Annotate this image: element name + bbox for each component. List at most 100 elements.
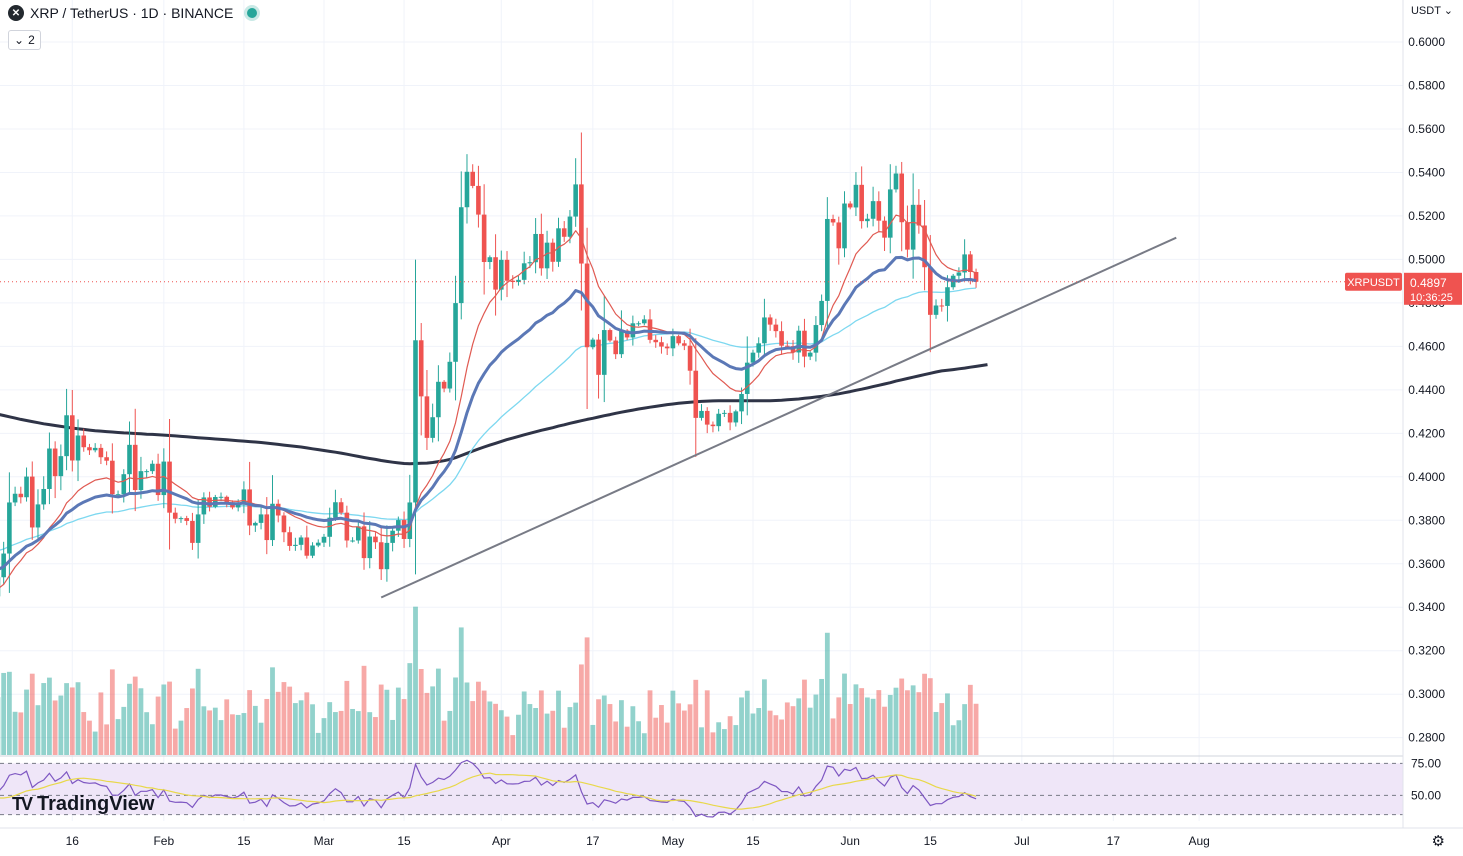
live-dot-icon	[247, 8, 258, 18]
volume-bar	[373, 717, 378, 755]
volume-bar	[64, 683, 69, 755]
volume-bar	[704, 690, 710, 755]
volume-bar	[590, 724, 596, 755]
volume-bar	[327, 702, 333, 755]
volume-bar	[893, 687, 899, 755]
volume-bar	[624, 726, 630, 755]
volume-bar	[636, 721, 641, 755]
candle-body	[802, 330, 807, 357]
candle-body	[161, 461, 167, 496]
candle-body	[441, 381, 447, 389]
candle-body	[190, 520, 195, 543]
candle-body	[504, 259, 510, 281]
candle-body	[613, 340, 618, 355]
volume-bar	[573, 702, 579, 755]
volume-bar	[619, 700, 624, 755]
volume-bar	[207, 710, 212, 755]
volume-bar	[424, 692, 430, 755]
candle-body	[830, 218, 836, 223]
candle-body	[264, 514, 270, 541]
volume-bar	[407, 663, 413, 755]
volume-bar	[601, 695, 607, 755]
volume-bar	[887, 694, 893, 755]
volume-bar	[630, 706, 636, 755]
volume-bar	[664, 722, 670, 755]
time-tick-label: 15	[746, 834, 760, 848]
candle-body	[727, 412, 733, 423]
volume-bar	[819, 678, 825, 755]
volume-bar	[275, 691, 281, 755]
volume-bar	[813, 694, 819, 755]
candle-body	[762, 317, 767, 344]
price-tick-label: 0.4600	[1408, 339, 1445, 353]
time-tick-label: 16	[66, 834, 80, 848]
candle-body	[819, 300, 824, 326]
volume-bar	[235, 714, 241, 755]
volume-bar	[733, 725, 739, 755]
rsi-tick-label: 75.00	[1411, 756, 1441, 770]
time-tick-label: 17	[586, 834, 600, 848]
volume-bar	[470, 701, 476, 755]
volume-bar	[830, 718, 836, 755]
candle-body	[899, 173, 904, 223]
volume-bar	[458, 627, 464, 755]
volume-bar	[504, 716, 510, 755]
volume-bar	[161, 684, 167, 755]
candle-body	[258, 514, 264, 523]
volume-bar	[521, 691, 527, 755]
volume-bar	[98, 692, 104, 755]
volume-bar	[190, 688, 195, 755]
tradingview-logo-icon: TV	[12, 794, 33, 814]
candle-body	[378, 542, 384, 570]
volume-bar	[338, 710, 344, 755]
volume-bar	[762, 679, 767, 755]
candle-body	[167, 461, 172, 513]
volume-bar	[670, 690, 676, 755]
brand-name: TradingView	[37, 793, 155, 815]
candle-body	[647, 319, 653, 340]
volume-bar	[584, 637, 590, 755]
candle-body	[224, 496, 230, 503]
candle-body	[710, 424, 716, 427]
volume-bar	[756, 708, 762, 755]
candle-body	[527, 262, 533, 264]
volume-bar	[699, 727, 704, 755]
candle-body	[722, 412, 727, 414]
candle-body	[561, 228, 567, 237]
volume-bar	[184, 708, 190, 755]
volume-bar	[144, 712, 150, 755]
candle-body	[321, 536, 327, 543]
candle-body	[567, 216, 573, 237]
candle-body	[716, 413, 721, 427]
price-tick-label: 0.4000	[1408, 470, 1445, 484]
volume-bar	[201, 706, 207, 755]
volume-bar	[87, 720, 92, 755]
volume-bar	[81, 712, 87, 755]
indicators-toggle-button[interactable]: ⌄ 2	[8, 30, 41, 50]
currency-selector[interactable]: USDT ⌄	[1411, 4, 1453, 17]
time-tick-label: 15	[924, 834, 938, 848]
volume-bar	[544, 713, 550, 755]
candle-body	[115, 494, 121, 496]
tradingview-logo[interactable]: TV TradingView	[12, 793, 154, 816]
candle-body	[7, 502, 12, 554]
volume-bar	[853, 684, 859, 755]
candle-body	[590, 339, 596, 348]
price-tick-label: 0.5000	[1408, 252, 1445, 266]
candle-body	[853, 184, 859, 208]
candle-body	[773, 324, 779, 332]
candle-body	[144, 471, 149, 473]
volume-bar	[659, 705, 664, 755]
candle-body	[70, 415, 75, 461]
volume-bar	[195, 668, 201, 755]
candle-body	[304, 537, 310, 556]
candle-body	[384, 542, 390, 570]
price-tick-label: 0.5600	[1408, 122, 1445, 136]
volume-bar	[58, 695, 64, 755]
gear-icon[interactable]: ⚙	[1431, 833, 1445, 850]
symbol-header[interactable]: ✕ XRP / TetherUS · 1D · BINANCE	[8, 5, 258, 21]
volume-bar	[710, 732, 716, 755]
candle-body	[275, 503, 281, 516]
candle-body	[184, 518, 189, 521]
